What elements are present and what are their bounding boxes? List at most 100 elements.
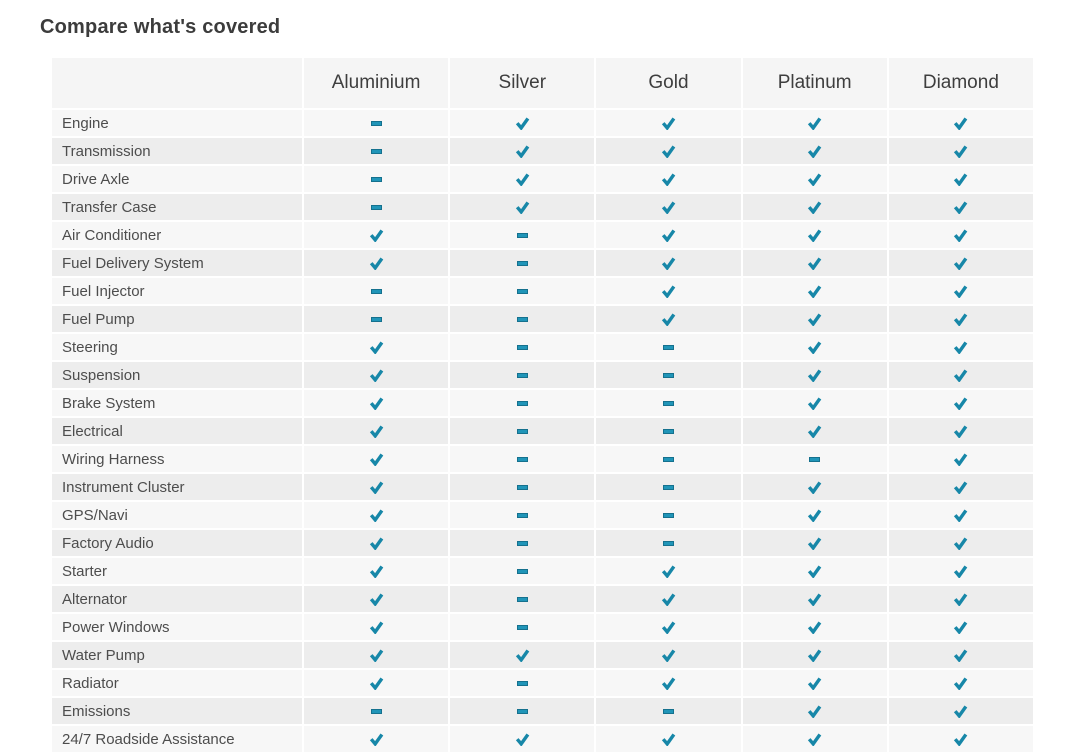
check-icon	[954, 285, 968, 299]
row-label: Power Windows	[52, 614, 302, 640]
check-icon	[808, 565, 822, 579]
covered-cell	[304, 642, 449, 668]
column-header-platinum: Platinum	[742, 58, 887, 108]
covered-cell	[596, 194, 741, 220]
covered-cell	[742, 670, 887, 696]
check-icon	[808, 621, 822, 635]
check-icon	[954, 229, 968, 243]
check-icon	[661, 257, 676, 271]
check-icon	[954, 509, 968, 523]
covered-cell	[742, 278, 887, 304]
not-covered-cell	[596, 502, 741, 528]
check-icon	[808, 733, 822, 747]
table-row: Suspension	[52, 362, 1033, 388]
covered-cell	[742, 418, 887, 444]
check-icon	[661, 565, 676, 579]
column-header-gold: Gold	[596, 58, 741, 108]
table-row: GPS/Navi	[52, 502, 1033, 528]
dash-icon	[516, 289, 528, 295]
table-row: Transfer Case	[52, 194, 1033, 220]
table-row: Factory Audio	[52, 530, 1033, 556]
check-icon	[369, 229, 383, 243]
dash-icon	[516, 513, 528, 519]
row-label: Electrical	[52, 418, 302, 444]
row-label: Fuel Injector	[52, 278, 302, 304]
table-row: Transmission	[52, 138, 1033, 164]
check-icon	[369, 425, 383, 439]
not-covered-cell	[304, 138, 449, 164]
dash-icon	[516, 233, 528, 239]
check-icon	[808, 537, 822, 551]
dash-icon	[516, 261, 528, 267]
covered-cell	[888, 390, 1033, 416]
check-icon	[954, 649, 968, 663]
covered-cell	[888, 642, 1033, 668]
covered-cell	[596, 670, 741, 696]
not-covered-cell	[304, 698, 449, 724]
row-label: Radiator	[52, 670, 302, 696]
dash-icon	[516, 317, 528, 323]
check-icon	[954, 145, 968, 159]
table-row: Engine	[52, 110, 1033, 136]
check-icon	[369, 369, 383, 383]
check-icon	[369, 677, 383, 691]
not-covered-cell	[450, 362, 595, 388]
check-icon	[808, 173, 822, 187]
check-icon	[369, 509, 383, 523]
dash-icon	[662, 345, 674, 351]
covered-cell	[888, 726, 1033, 752]
not-covered-cell	[450, 446, 595, 472]
check-icon	[369, 565, 383, 579]
check-icon	[369, 341, 383, 355]
check-icon	[661, 229, 676, 243]
covered-cell	[742, 474, 887, 500]
covered-cell	[304, 390, 449, 416]
covered-cell	[596, 222, 741, 248]
not-covered-cell	[596, 698, 741, 724]
check-icon	[369, 537, 383, 551]
row-label: Wiring Harness	[52, 446, 302, 472]
check-icon	[369, 733, 383, 747]
row-label: Transmission	[52, 138, 302, 164]
covered-cell	[450, 110, 595, 136]
dash-icon	[370, 121, 382, 127]
not-covered-cell	[304, 306, 449, 332]
check-icon	[954, 593, 968, 607]
covered-cell	[742, 530, 887, 556]
row-label: Alternator	[52, 586, 302, 612]
covered-cell	[450, 194, 595, 220]
covered-cell	[742, 166, 887, 192]
not-covered-cell	[450, 306, 595, 332]
not-covered-cell	[304, 194, 449, 220]
dash-icon	[662, 485, 674, 491]
covered-cell	[888, 698, 1033, 724]
table-row: Fuel Pump	[52, 306, 1033, 332]
not-covered-cell	[304, 166, 449, 192]
not-covered-cell	[450, 530, 595, 556]
check-icon	[954, 257, 968, 271]
row-label: Transfer Case	[52, 194, 302, 220]
covered-cell	[304, 418, 449, 444]
check-icon	[808, 509, 822, 523]
check-icon	[954, 173, 968, 187]
covered-cell	[888, 586, 1033, 612]
check-icon	[808, 201, 822, 215]
dash-icon	[662, 457, 674, 463]
not-covered-cell	[450, 614, 595, 640]
check-icon	[808, 397, 822, 411]
row-label: Air Conditioner	[52, 222, 302, 248]
covered-cell	[888, 194, 1033, 220]
dash-icon	[516, 569, 528, 575]
dash-icon	[662, 709, 674, 715]
check-icon	[954, 537, 968, 551]
table-row: 24/7 Roadside Assistance	[52, 726, 1033, 752]
row-label: Engine	[52, 110, 302, 136]
check-icon	[515, 649, 530, 663]
page-title: Compare what's covered	[40, 16, 281, 38]
check-icon	[808, 341, 822, 355]
covered-cell	[450, 166, 595, 192]
check-icon	[808, 145, 822, 159]
check-icon	[515, 201, 530, 215]
table-row: Air Conditioner	[52, 222, 1033, 248]
check-icon	[661, 733, 676, 747]
